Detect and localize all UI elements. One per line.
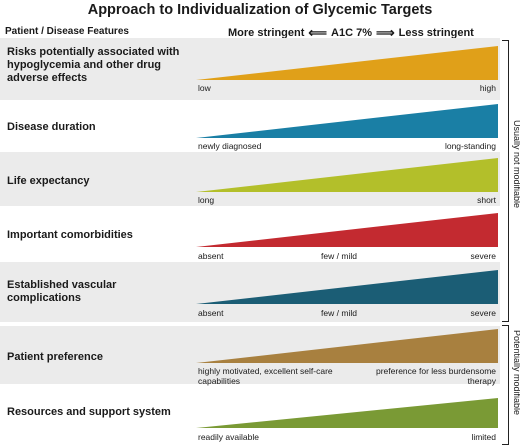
less-stringent-label: Less stringent	[398, 27, 474, 39]
column-header-features: Patient / Disease Features	[5, 26, 129, 37]
wedge-shape	[196, 270, 498, 304]
feature-label: Risks potentially associated with hypogl…	[7, 46, 180, 84]
wedge-right-label: preference for less burdensome therapy	[376, 366, 497, 386]
stringency-scale-header: More stringent ⟸ A1C 7% ⟹ Less stringent	[228, 25, 474, 41]
wedge-middle-label: few / mild	[321, 308, 357, 318]
wedge-middle-label: few / mild	[321, 251, 357, 261]
wedge-right-label: limited	[471, 432, 496, 442]
group-bracket-not-modifiable	[502, 40, 509, 322]
feature-row-patient-preference: Patient preference highly motivated, exc…	[0, 326, 500, 386]
right-arrow-icon: ⟹	[376, 25, 395, 40]
stringency-wedge	[196, 270, 498, 304]
wedge-left-label: absent	[198, 251, 224, 261]
wedge-right-label: high	[479, 83, 496, 93]
stringency-wedge	[196, 213, 498, 247]
a1c-target-label: A1C 7%	[331, 27, 373, 39]
wedge-left-label: low	[198, 83, 211, 93]
stringency-wedge	[196, 398, 498, 428]
wedge-right-label: short	[477, 195, 496, 205]
feature-label: Important comorbidities	[7, 229, 133, 241]
feature-row-resources-support: Resources and support system readily ava…	[0, 384, 500, 446]
feature-row-vascular-complications: Established vascular complications absen…	[0, 262, 500, 322]
wedge-shape	[196, 104, 498, 138]
wedge-left-label: readily available	[198, 432, 259, 442]
more-stringent-label: More stringent	[228, 27, 305, 39]
wedge-shape	[196, 213, 498, 247]
feature-label: Life expectancy	[7, 175, 90, 187]
group-divider	[0, 322, 500, 324]
wedge-left-label: newly diagnosed	[198, 141, 262, 151]
wedge-shape	[196, 158, 498, 192]
feature-label: Disease duration	[7, 121, 96, 133]
wedge-shape	[196, 398, 498, 428]
feature-label: Patient preference	[7, 351, 103, 363]
group-label-modifiable: Potentially modifiable	[512, 330, 520, 416]
wedge-left-label: absent	[198, 308, 224, 318]
feature-row-hypoglycemia-risk: Risks potentially associated with hypogl…	[0, 38, 500, 100]
stringency-wedge	[196, 46, 498, 80]
wedge-right-label: severe	[470, 251, 496, 261]
stringency-wedge	[196, 329, 498, 363]
wedge-right-label: severe	[470, 308, 496, 318]
feature-label: Established vascular complications	[7, 279, 117, 304]
feature-row-life-expectancy: Life expectancy long short	[0, 152, 500, 206]
left-arrow-icon: ⟸	[308, 25, 328, 40]
wedge-shape	[196, 329, 498, 363]
wedge-right-label: long-standing	[444, 141, 496, 151]
wedge-left-label: highly motivated, excellent self-care ca…	[198, 366, 333, 386]
feature-row-comorbidities: Important comorbidities absent few / mil…	[0, 206, 500, 262]
diagram-title: Approach to Individualization of Glycemi…	[87, 2, 433, 18]
stringency-wedge	[196, 104, 498, 138]
wedge-left-label: long	[198, 195, 215, 205]
group-bracket-modifiable	[502, 325, 509, 445]
group-label-not-modifiable: Usually not modifiable	[512, 120, 520, 209]
wedge-shape	[196, 46, 498, 80]
feature-label: Resources and support system	[7, 406, 171, 418]
feature-row-disease-duration: Disease duration newly diagnosed long-st…	[0, 100, 500, 152]
stringency-wedge	[196, 158, 498, 192]
